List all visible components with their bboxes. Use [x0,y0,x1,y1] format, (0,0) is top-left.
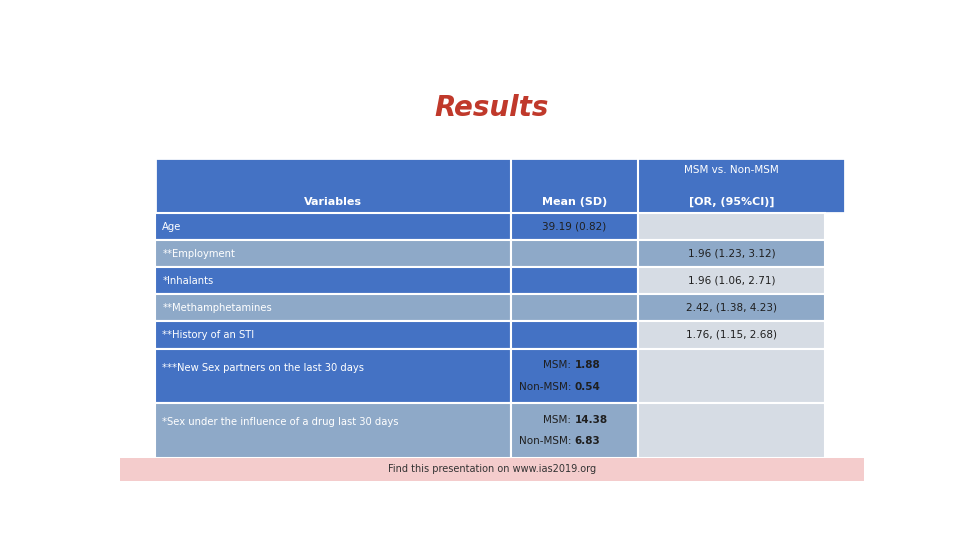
Bar [638,294,825,321]
Text: ***New Sex partners on the last 30 days: ***New Sex partners on the last 30 days [162,363,365,373]
Text: MSM vs. Non-MSM: MSM vs. Non-MSM [684,165,779,175]
Bar [511,240,638,267]
Text: **History of an STI: **History of an STI [162,330,254,340]
Text: 1.88: 1.88 [574,360,600,370]
Text: **Employment: **Employment [162,248,235,259]
Text: Age: Age [162,221,181,232]
Bar [155,240,511,267]
Text: 1.96 (1.23, 3.12): 1.96 (1.23, 3.12) [687,248,776,259]
Text: 39.19 (0.82): 39.19 (0.82) [542,221,607,232]
Bar [511,403,638,458]
Text: Results: Results [435,94,549,123]
Bar [120,458,864,481]
Text: MSM:: MSM: [543,415,574,424]
Text: 0.54: 0.54 [574,382,600,392]
Bar [155,403,511,458]
Bar [511,348,638,403]
Bar [511,267,638,294]
Bar [638,267,825,294]
Text: Find this presentation on www.ias2019.org: Find this presentation on www.ias2019.or… [388,464,596,474]
Bar [155,294,511,321]
Text: *Sex under the influence of a drug last 30 days: *Sex under the influence of a drug last … [162,417,399,427]
Text: [OR, (95%CI)]: [OR, (95%CI)] [688,197,774,207]
Text: Mean (SD): Mean (SD) [541,198,607,207]
Bar [638,240,825,267]
Text: Non-MSM:: Non-MSM: [518,382,574,392]
Text: 6.83: 6.83 [574,436,600,447]
Bar [511,321,638,348]
Bar [511,294,638,321]
Bar [155,213,511,240]
Text: 14.38: 14.38 [574,415,608,424]
Bar [638,348,825,403]
Text: Variables: Variables [303,198,362,207]
Bar [155,267,511,294]
Bar [155,158,846,213]
Text: **Methamphetamines: **Methamphetamines [162,303,272,313]
Bar [511,213,638,240]
Text: MSM:: MSM: [543,360,574,370]
Text: *Inhalants: *Inhalants [162,276,214,286]
Bar [638,321,825,348]
Bar [638,213,825,240]
Bar [155,321,511,348]
Text: 1.76, (1.15, 2.68): 1.76, (1.15, 2.68) [686,330,777,340]
Text: 2.42, (1.38, 4.23): 2.42, (1.38, 4.23) [686,303,777,313]
Text: Non-MSM:: Non-MSM: [518,436,574,447]
Bar [638,403,825,458]
Bar [155,348,511,403]
Text: 1.96 (1.06, 2.71): 1.96 (1.06, 2.71) [687,276,776,286]
